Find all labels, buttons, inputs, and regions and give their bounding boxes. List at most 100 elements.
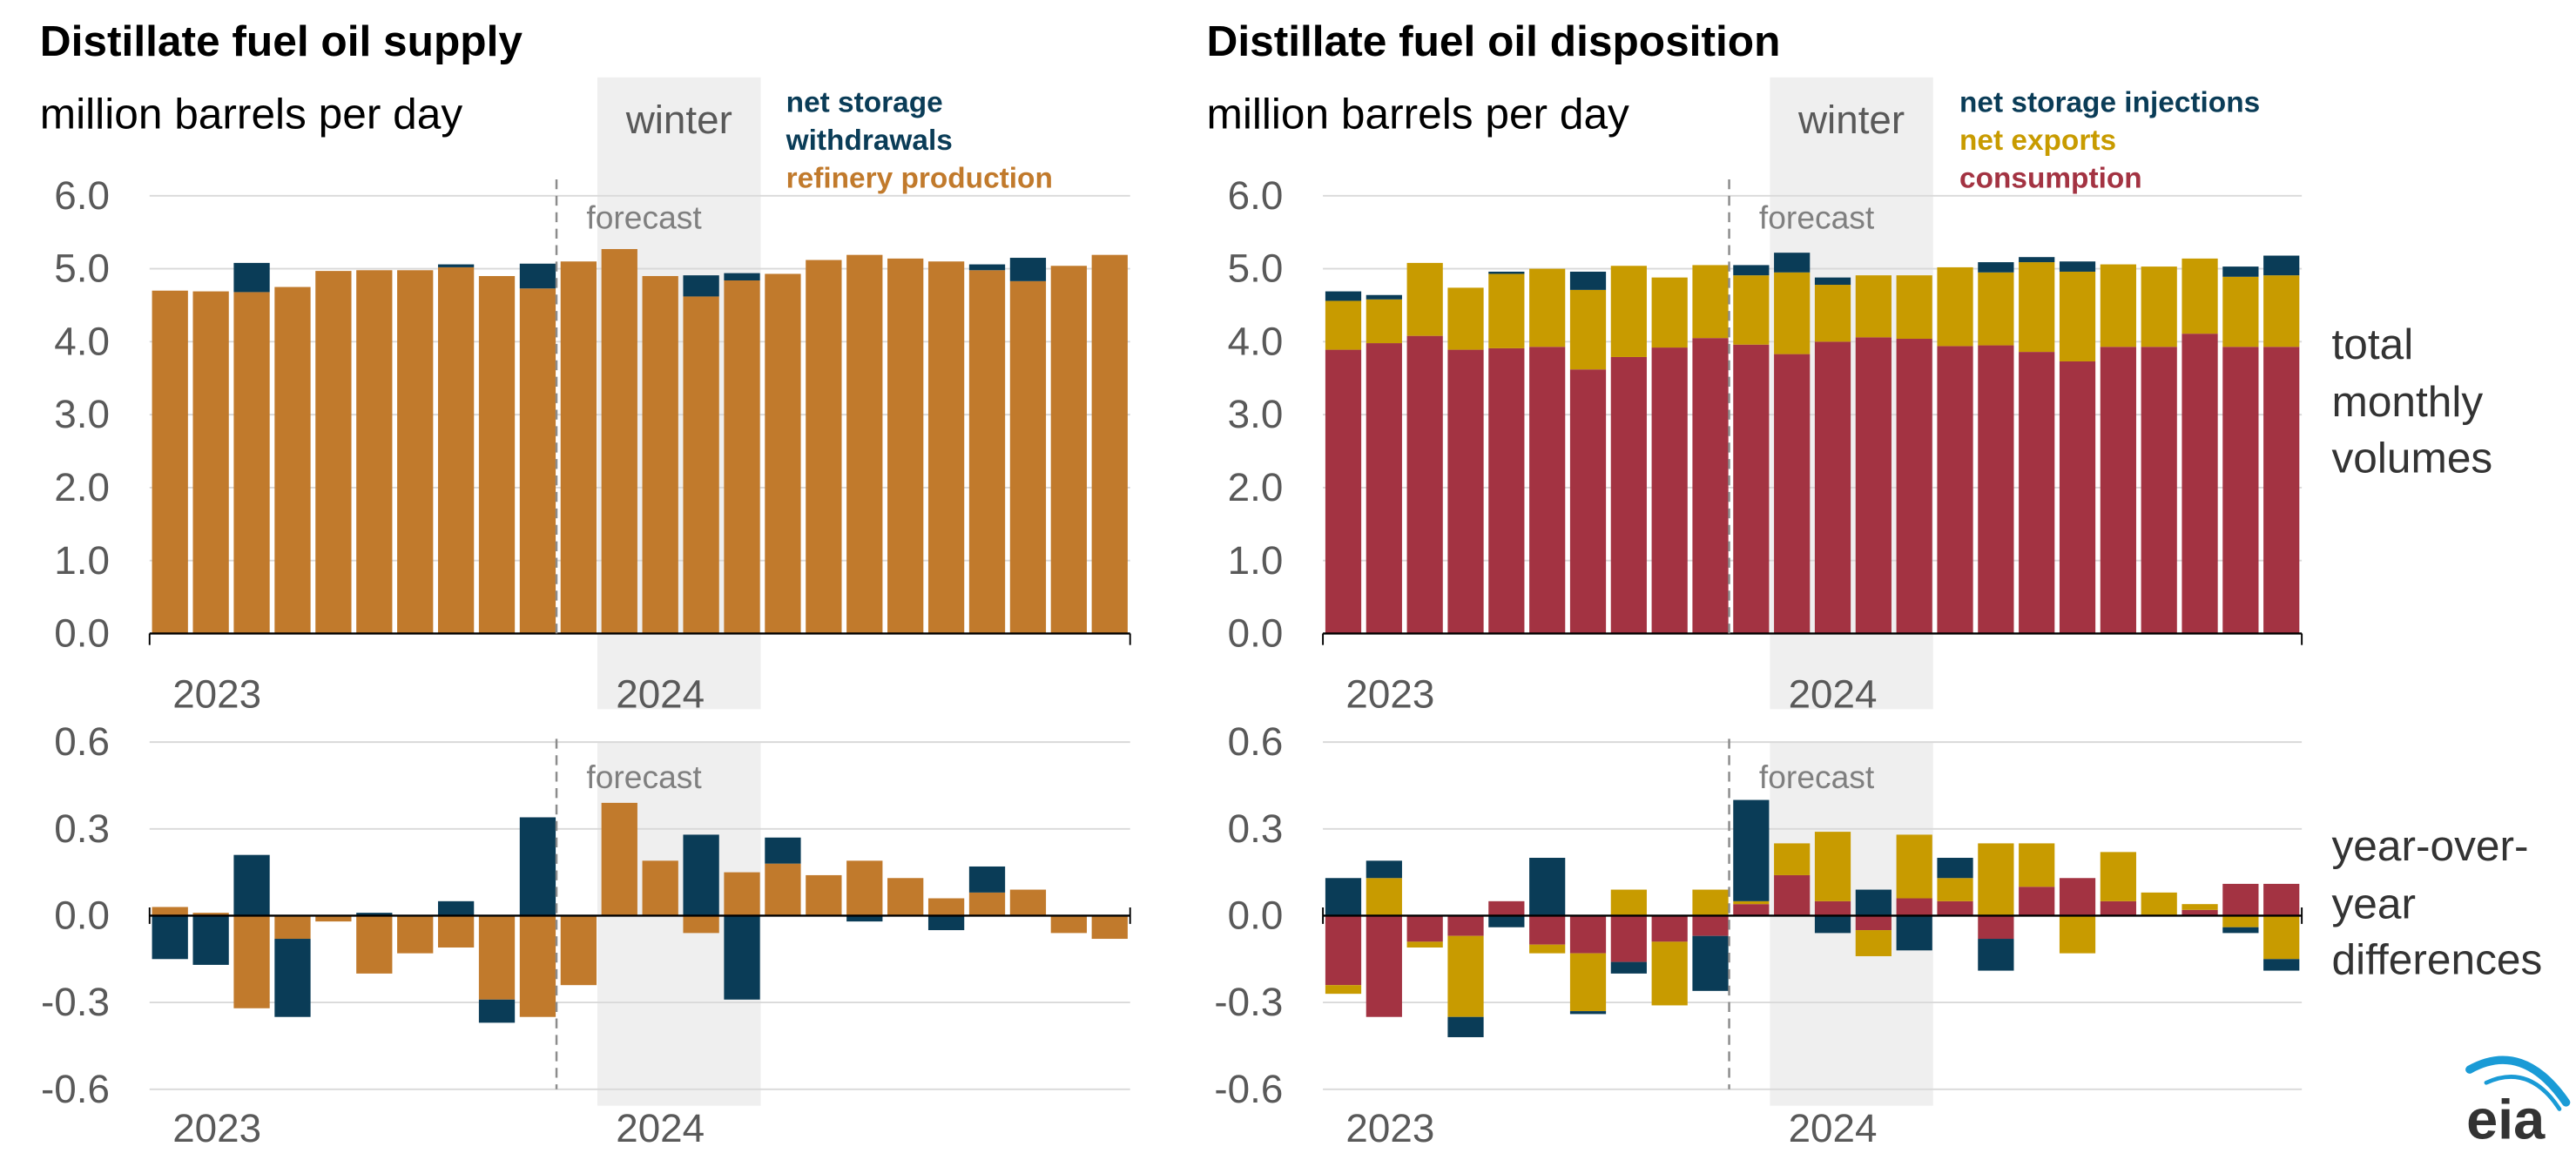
x-year-label: 2024 — [1789, 672, 1878, 717]
x-year-label: 2023 — [1345, 672, 1434, 717]
bar-refinery-production-11 — [601, 248, 637, 634]
bar-refinery-production-17 — [846, 254, 883, 634]
x-year-label: 2024 — [1789, 1106, 1878, 1150]
bar-consumption-15 — [1937, 346, 1973, 634]
bar-refinery-production-11 — [601, 802, 637, 916]
bar-refinery-production-21 — [1009, 889, 1047, 916]
legend-item-refinery-production: refinery production — [786, 161, 1053, 194]
bar-net-storage-injections-9 — [1692, 935, 1729, 991]
bar-consumption-16 — [1978, 345, 2014, 634]
bar-net-exports-10 — [1733, 275, 1770, 345]
bar-net-exports-21 — [2182, 258, 2218, 334]
bar-net-storage-injections-6 — [1569, 271, 1607, 290]
bar-consumption-13 — [1855, 915, 1892, 931]
bar-consumption-10 — [1733, 904, 1770, 916]
bar-net-exports-22 — [2222, 915, 2259, 927]
bar-consumption-20 — [2141, 347, 2177, 634]
bar-net-exports-6 — [1569, 289, 1607, 370]
right-chart-title: Distillate fuel oil disposition — [1206, 16, 1781, 66]
bar-net-storage-injections-4 — [1488, 271, 1525, 274]
forecast-label: forecast — [1759, 759, 1875, 795]
bar-consumption-16 — [1978, 915, 2014, 940]
bar-consumption-3 — [1447, 349, 1484, 634]
bar-refinery-production-5 — [356, 270, 393, 634]
bar-net-storage-injections-0 — [1325, 291, 1362, 301]
bar-refinery-production-23 — [1091, 254, 1128, 634]
bar-net-exports-19 — [2100, 852, 2136, 901]
bar-consumption-21 — [2182, 909, 2218, 916]
bar-net-storage-injections-7 — [1610, 961, 1647, 974]
bar-refinery-production-0 — [152, 290, 188, 634]
bar-consumption-2 — [1406, 915, 1443, 942]
bar-consumption-22 — [2222, 883, 2259, 916]
bar-net-exports-8 — [1651, 277, 1688, 348]
bar-consumption-0 — [1325, 349, 1362, 634]
bar-net-exports-21 — [2182, 904, 2218, 910]
bar-net-storage-withdrawals-13 — [683, 834, 719, 916]
legend-item-net-exports: net exports — [1959, 123, 2117, 157]
y-tick-label: 0.3 — [1228, 806, 1284, 851]
bar-net-exports-23 — [2263, 275, 2300, 347]
bar-net-storage-withdrawals-7 — [437, 264, 475, 267]
bar-net-storage-withdrawals-19 — [927, 915, 965, 931]
bar-consumption-23 — [2263, 883, 2300, 916]
bar-net-exports-9 — [1692, 889, 1729, 916]
bar-net-storage-withdrawals-2 — [233, 262, 270, 293]
bar-refinery-production-2 — [233, 292, 270, 634]
bar-net-exports-8 — [1651, 941, 1688, 1006]
bar-net-exports-10 — [1733, 900, 1770, 905]
bar-net-exports-14 — [1896, 834, 1932, 899]
bar-refinery-production-14 — [724, 280, 760, 634]
bar-refinery-production-16 — [806, 874, 842, 916]
bar-consumption-3 — [1447, 915, 1484, 936]
x-year-label: 2023 — [172, 1106, 261, 1150]
bar-consumption-4 — [1488, 347, 1525, 634]
bar-refinery-production-14 — [724, 872, 760, 916]
bar-net-storage-injections-6 — [1569, 1011, 1607, 1015]
bar-net-storage-injections-17 — [2019, 257, 2055, 263]
bar-consumption-7 — [1610, 356, 1647, 634]
bar-refinery-production-18 — [887, 258, 924, 634]
bar-net-storage-injections-1 — [1366, 294, 1402, 300]
bar-refinery-production-23 — [1091, 915, 1128, 940]
bar-net-storage-injections-10 — [1733, 799, 1770, 901]
y-tick-label: 4.0 — [54, 320, 110, 364]
bar-net-storage-withdrawals-1 — [192, 915, 229, 965]
bar-consumption-6 — [1569, 369, 1607, 634]
y-tick-label: 6.0 — [54, 173, 110, 218]
bar-net-exports-20 — [2141, 266, 2177, 347]
bar-consumption-14 — [1896, 898, 1932, 916]
bar-net-storage-injections-22 — [2222, 266, 2259, 277]
bar-consumption-7 — [1610, 915, 1647, 962]
bar-refinery-production-4 — [315, 271, 352, 634]
bar-refinery-production-20 — [968, 892, 1006, 916]
bar-net-storage-injections-0 — [1325, 878, 1362, 916]
bar-refinery-production-22 — [1050, 266, 1087, 634]
bar-net-exports-23 — [2263, 915, 2300, 960]
bar-refinery-production-1 — [192, 913, 229, 916]
bar-net-storage-injections-18 — [2059, 261, 2096, 272]
bar-net-exports-17 — [2019, 843, 2055, 887]
bar-refinery-production-4 — [315, 915, 352, 922]
y-tick-label: -0.3 — [1214, 980, 1283, 1024]
bar-net-exports-12 — [1814, 285, 1851, 342]
y-tick-label: 3.0 — [54, 392, 110, 436]
bar-consumption-1 — [1366, 915, 1402, 1017]
bar-consumption-23 — [2263, 347, 2300, 634]
chart-panel-0: winter 0.0 1.0 2.0 3.0 4.0 5.0 6.0 forecast 2023 2… — [54, 77, 1131, 716]
legend-item-net-storage: net storage — [786, 85, 943, 119]
bar-net-exports-18 — [2059, 271, 2096, 361]
bar-refinery-production-10 — [560, 915, 597, 986]
bar-consumption-12 — [1814, 900, 1851, 916]
forecast-label: forecast — [586, 199, 702, 236]
y-tick-label: 0.3 — [54, 806, 110, 851]
bar-refinery-production-8 — [478, 915, 516, 1000]
bar-refinery-production-18 — [887, 878, 924, 916]
bar-net-exports-22 — [2222, 276, 2259, 347]
bar-refinery-production-9 — [519, 288, 556, 634]
bar-consumption-9 — [1692, 338, 1729, 634]
bar-consumption-11 — [1774, 874, 1811, 916]
bar-refinery-production-17 — [846, 860, 883, 916]
